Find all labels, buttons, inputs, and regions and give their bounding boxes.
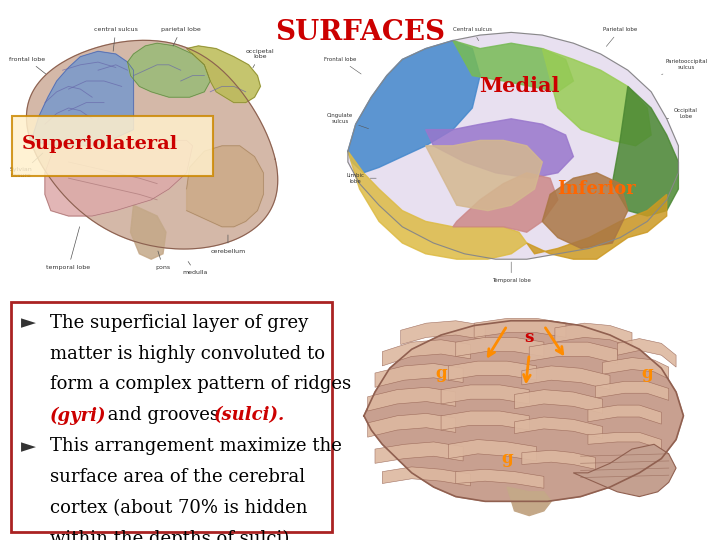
Text: g: g	[501, 450, 513, 467]
Text: g: g	[641, 364, 652, 382]
Text: form a complex pattern of ridges: form a complex pattern of ridges	[50, 375, 351, 394]
FancyBboxPatch shape	[11, 302, 332, 532]
Polygon shape	[45, 140, 192, 216]
Polygon shape	[573, 444, 676, 497]
Polygon shape	[400, 321, 485, 345]
Polygon shape	[130, 205, 166, 259]
Text: occipetal
lobe: occipetal lobe	[246, 49, 275, 68]
Text: The superficial layer of grey: The superficial layer of grey	[50, 314, 308, 332]
Text: g: g	[436, 364, 447, 382]
Text: Central sulcus: Central sulcus	[453, 27, 492, 41]
Polygon shape	[27, 40, 278, 249]
Polygon shape	[529, 342, 617, 363]
Polygon shape	[382, 467, 470, 486]
Polygon shape	[453, 173, 558, 232]
Polygon shape	[368, 387, 456, 411]
Text: s: s	[524, 329, 534, 346]
Text: parietal lobe: parietal lobe	[161, 27, 201, 46]
Polygon shape	[527, 194, 667, 259]
Text: Medial: Medial	[479, 76, 559, 97]
Text: Parietal lobe: Parietal lobe	[603, 27, 637, 46]
Polygon shape	[542, 173, 628, 248]
Polygon shape	[555, 323, 632, 347]
Polygon shape	[542, 49, 651, 146]
Polygon shape	[127, 43, 210, 97]
Polygon shape	[426, 119, 573, 178]
Polygon shape	[348, 40, 480, 173]
Text: Parietooccipital
sulcus: Parietooccipital sulcus	[662, 59, 707, 75]
Polygon shape	[449, 361, 536, 380]
Text: cerebellum: cerebellum	[210, 235, 246, 254]
Polygon shape	[456, 338, 544, 356]
Text: This arrangement maximize the: This arrangement maximize the	[50, 437, 342, 455]
Polygon shape	[588, 405, 662, 424]
Polygon shape	[348, 151, 527, 259]
Polygon shape	[588, 433, 662, 449]
Polygon shape	[426, 140, 542, 211]
Polygon shape	[515, 390, 603, 414]
Text: central sulcus: central sulcus	[94, 27, 138, 51]
Text: Occipital
Lobe: Occipital Lobe	[667, 108, 698, 119]
Polygon shape	[375, 442, 463, 463]
Text: Frontal lobe: Frontal lobe	[324, 57, 361, 74]
Polygon shape	[186, 46, 261, 103]
Polygon shape	[474, 319, 566, 338]
Text: Limbic
lobe: Limbic lobe	[347, 173, 377, 184]
Text: and grooves: and grooves	[102, 406, 225, 424]
Text: cortex (about 70% is hidden: cortex (about 70% is hidden	[50, 499, 307, 517]
Polygon shape	[375, 363, 463, 387]
Text: frontal lobe: frontal lobe	[9, 57, 45, 74]
Polygon shape	[603, 357, 669, 379]
Polygon shape	[617, 339, 676, 367]
Text: Inferior: Inferior	[557, 180, 636, 198]
Text: medulla: medulla	[183, 261, 208, 275]
Polygon shape	[30, 51, 133, 146]
Polygon shape	[449, 440, 536, 461]
Text: temporal lobe: temporal lobe	[47, 227, 91, 270]
Polygon shape	[441, 385, 529, 404]
Polygon shape	[507, 487, 552, 516]
Text: ►: ►	[20, 437, 35, 456]
Text: Temporal lobe: Temporal lobe	[492, 262, 531, 284]
Polygon shape	[453, 40, 573, 92]
Polygon shape	[522, 450, 595, 469]
Polygon shape	[441, 411, 529, 430]
Text: ►: ►	[20, 314, 35, 333]
Text: (gyri): (gyri)	[50, 406, 107, 424]
Polygon shape	[368, 414, 456, 437]
Polygon shape	[522, 366, 610, 390]
Text: Sylvian
fissure: Sylvian fissure	[10, 153, 43, 178]
Text: surface area of the cerebral: surface area of the cerebral	[50, 468, 305, 486]
Polygon shape	[364, 321, 683, 501]
Text: pons: pons	[156, 251, 171, 270]
Polygon shape	[382, 340, 470, 366]
Text: (sulci).: (sulci).	[215, 406, 285, 424]
Polygon shape	[186, 146, 264, 227]
Text: Superiolateral: Superiolateral	[22, 136, 178, 153]
FancyBboxPatch shape	[12, 116, 213, 176]
Text: within the depths of sulci).: within the depths of sulci).	[50, 530, 295, 540]
Polygon shape	[456, 469, 544, 488]
Text: matter is highly convoluted to: matter is highly convoluted to	[50, 345, 325, 362]
Text: SURFACES: SURFACES	[275, 19, 445, 46]
Polygon shape	[348, 32, 678, 259]
Polygon shape	[612, 86, 678, 216]
Text: Cingulate
sulcus: Cingulate sulcus	[327, 113, 369, 129]
Polygon shape	[595, 381, 669, 400]
Polygon shape	[515, 417, 603, 438]
